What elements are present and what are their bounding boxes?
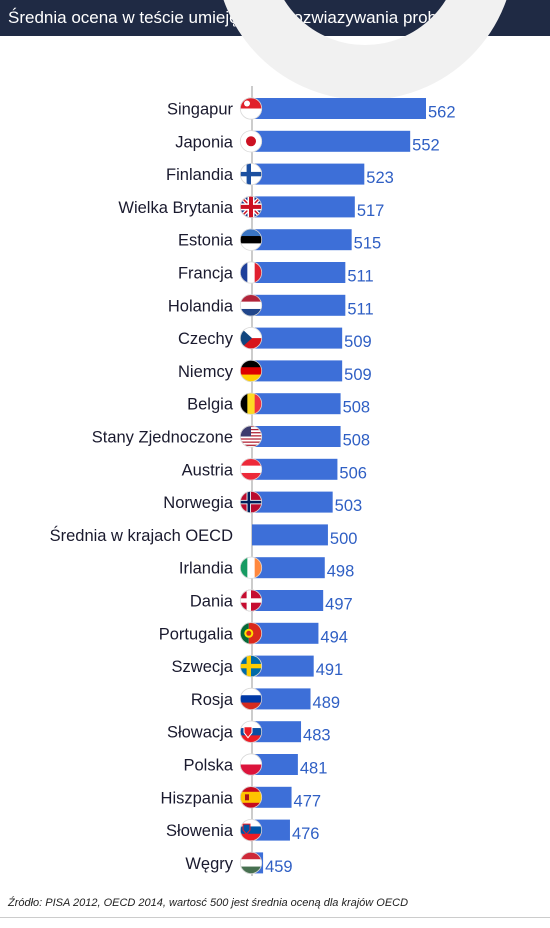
value-label: 489 (313, 694, 341, 712)
value-label: 498 (327, 563, 355, 581)
uk-flag-icon (239, 195, 263, 219)
bar (252, 721, 302, 743)
category-label: Norwegia (163, 494, 234, 512)
source-note: Źródło: PISA 2012, OECD 2014, wartosć 50… (8, 897, 409, 909)
category-label: Irlandia (179, 560, 234, 578)
value-label: 552 (412, 136, 440, 154)
bar (252, 590, 324, 611)
czech-flag-icon (239, 327, 263, 350)
category-label: Stany Zjednoczone (92, 429, 233, 447)
value-label: 508 (343, 432, 371, 450)
singapore-flag-icon (239, 97, 263, 120)
category-label: Szwecja (172, 658, 234, 676)
ireland-flag-icon (239, 556, 263, 579)
category-label: Dania (190, 593, 234, 611)
bar (252, 229, 352, 251)
finland-flag-icon (239, 163, 263, 186)
category-label: Portugalia (159, 625, 234, 643)
value-label: 562 (428, 104, 456, 122)
bar (252, 458, 338, 480)
value-label: 509 (344, 333, 372, 351)
category-label: Wielka Brytania (118, 199, 233, 217)
value-label: 459 (265, 858, 293, 876)
bar (252, 688, 311, 710)
belgium-flag-icon (239, 392, 263, 415)
category-label: Polska (183, 757, 233, 775)
category-label: Rosja (191, 691, 234, 709)
value-label: 506 (339, 464, 367, 482)
category-label: Holandia (168, 297, 234, 315)
bar (252, 393, 341, 415)
hungary-flag-icon (239, 851, 263, 875)
spain-flag-icon (239, 786, 263, 809)
value-label: 503 (335, 497, 363, 515)
portugal-flag-icon (239, 622, 263, 645)
value-label: 483 (303, 727, 331, 745)
category-label: Czechy (178, 330, 234, 348)
category-label: Słowacja (167, 724, 234, 742)
chart-title: Średnia ocena w teście umiejętności rozw… (0, 0, 550, 36)
bar (252, 196, 355, 218)
bar (252, 491, 333, 513)
category-label: Francja (178, 265, 234, 283)
category-label: Słowenia (166, 822, 234, 840)
category-label: Japonia (175, 133, 234, 151)
value-label: 509 (344, 366, 372, 384)
category-label: Hiszpania (161, 789, 234, 807)
bar (252, 163, 365, 185)
bar (252, 130, 411, 152)
bar (252, 360, 343, 382)
austria-flag-icon (239, 458, 263, 481)
bar (252, 819, 290, 841)
value-label: 494 (320, 628, 348, 646)
slovenia-flag-icon (239, 818, 263, 842)
bar (252, 426, 341, 447)
bar (252, 294, 346, 316)
category-label: Austria (182, 461, 234, 479)
value-label: 481 (300, 760, 328, 778)
bar (252, 327, 343, 349)
category-label: Belgia (187, 396, 234, 414)
value-label: 523 (366, 169, 394, 187)
poland-flag-icon (239, 753, 263, 776)
bar (252, 786, 292, 808)
value-label: 477 (294, 792, 322, 810)
value-label: 497 (325, 596, 353, 614)
category-label: Singapur (167, 101, 234, 119)
value-label: 515 (354, 235, 382, 253)
russia-flag-icon (239, 687, 263, 711)
denmark-flag-icon (239, 589, 263, 612)
bar-chart: Singapur 562 Japonia 552 Finlandia 523 Wielka … (50, 86, 456, 876)
bar (252, 262, 346, 283)
value-label: 500 (330, 530, 358, 548)
value-label: 517 (357, 202, 385, 220)
category-label: Finlandia (166, 166, 234, 184)
estonia-flag-icon (239, 228, 263, 251)
netherlands-flag-icon (239, 294, 263, 317)
category-label: Estonia (178, 232, 234, 250)
japan-flag-icon (239, 130, 263, 153)
france-flag-icon (239, 261, 263, 284)
category-label: Średnia w krajach OECD (50, 526, 233, 545)
sweden-flag-icon (239, 654, 263, 678)
slovakia-flag-icon (239, 720, 263, 743)
bar (252, 622, 319, 644)
value-label: 476 (292, 825, 320, 843)
value-label: 491 (316, 661, 344, 679)
bar (252, 98, 426, 119)
bar (252, 655, 314, 677)
category-label: Niemcy (178, 363, 234, 381)
divider (0, 917, 550, 918)
category-label: Węgry (185, 855, 233, 873)
value-label: 511 (347, 268, 373, 286)
norway-flag-icon (239, 490, 263, 514)
value-label: 508 (343, 399, 371, 417)
usa-flag-icon (239, 425, 263, 448)
value-label: 511 (347, 300, 373, 318)
bar (252, 557, 325, 579)
germany-flag-icon (239, 359, 263, 382)
bar (252, 524, 328, 546)
bar (252, 754, 298, 775)
